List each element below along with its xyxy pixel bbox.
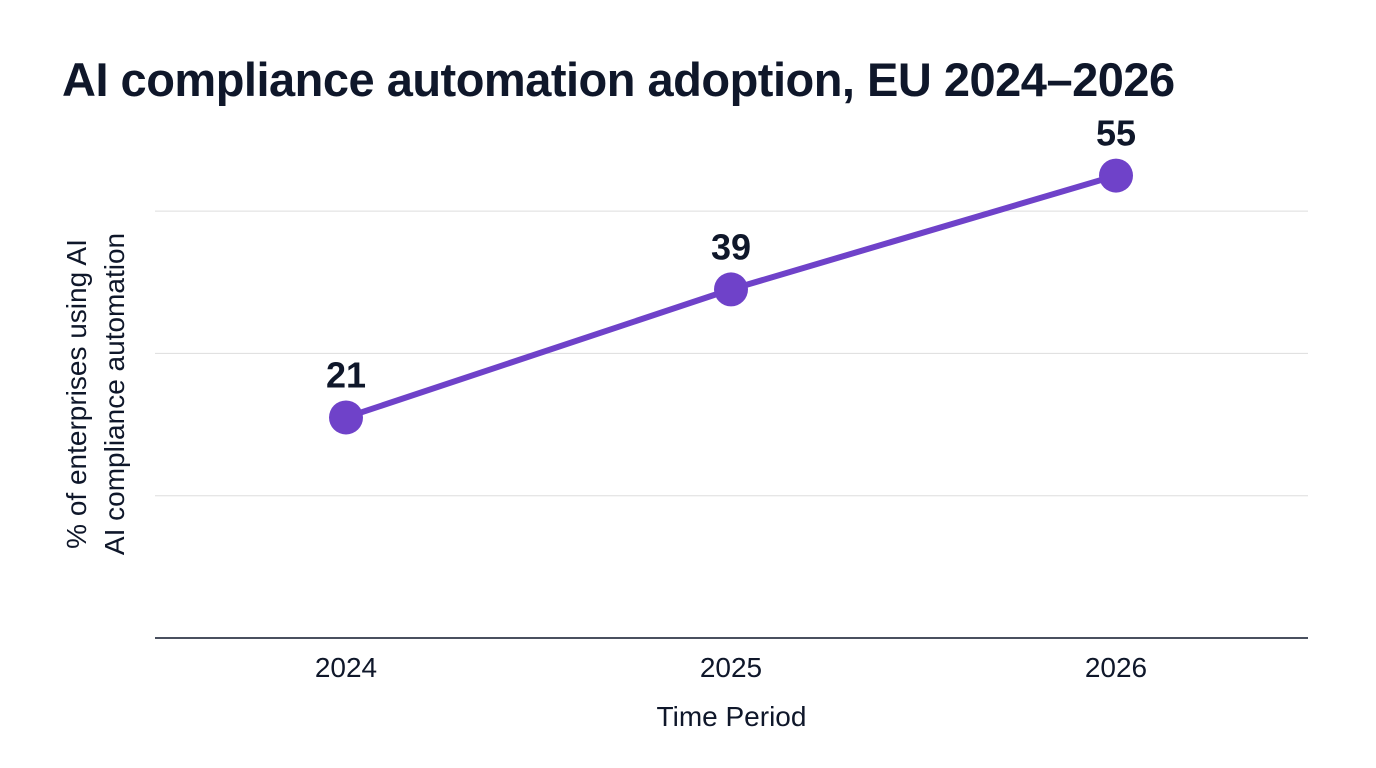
x-axis-label: Time Period <box>657 701 807 732</box>
chart-title: AI compliance automation adoption, EU 20… <box>62 53 1175 106</box>
x-tick-label-2026: 2026 <box>1085 652 1147 683</box>
y-axis-label: % of enterprises using AI AI compliance … <box>61 233 130 555</box>
x-tick-label-2024: 2024 <box>315 652 377 683</box>
data-point-2026 <box>1099 158 1133 193</box>
y-axis-label-line-2: AI compliance automation <box>99 233 130 555</box>
data-point-2024 <box>329 400 363 435</box>
data-labels: 21 39 55 <box>326 113 1136 396</box>
x-tick-labels: 2024 2025 2026 <box>315 652 1147 683</box>
data-label-2026: 55 <box>1096 113 1136 154</box>
gridlines <box>155 210 1308 497</box>
data-label-2024: 21 <box>326 354 366 395</box>
y-axis-label-line-1: % of enterprises using AI <box>61 239 92 549</box>
data-point-2025 <box>714 272 748 307</box>
data-points <box>329 158 1133 435</box>
data-label-2025: 39 <box>711 226 751 267</box>
x-tick-label-2025: 2025 <box>700 652 762 683</box>
